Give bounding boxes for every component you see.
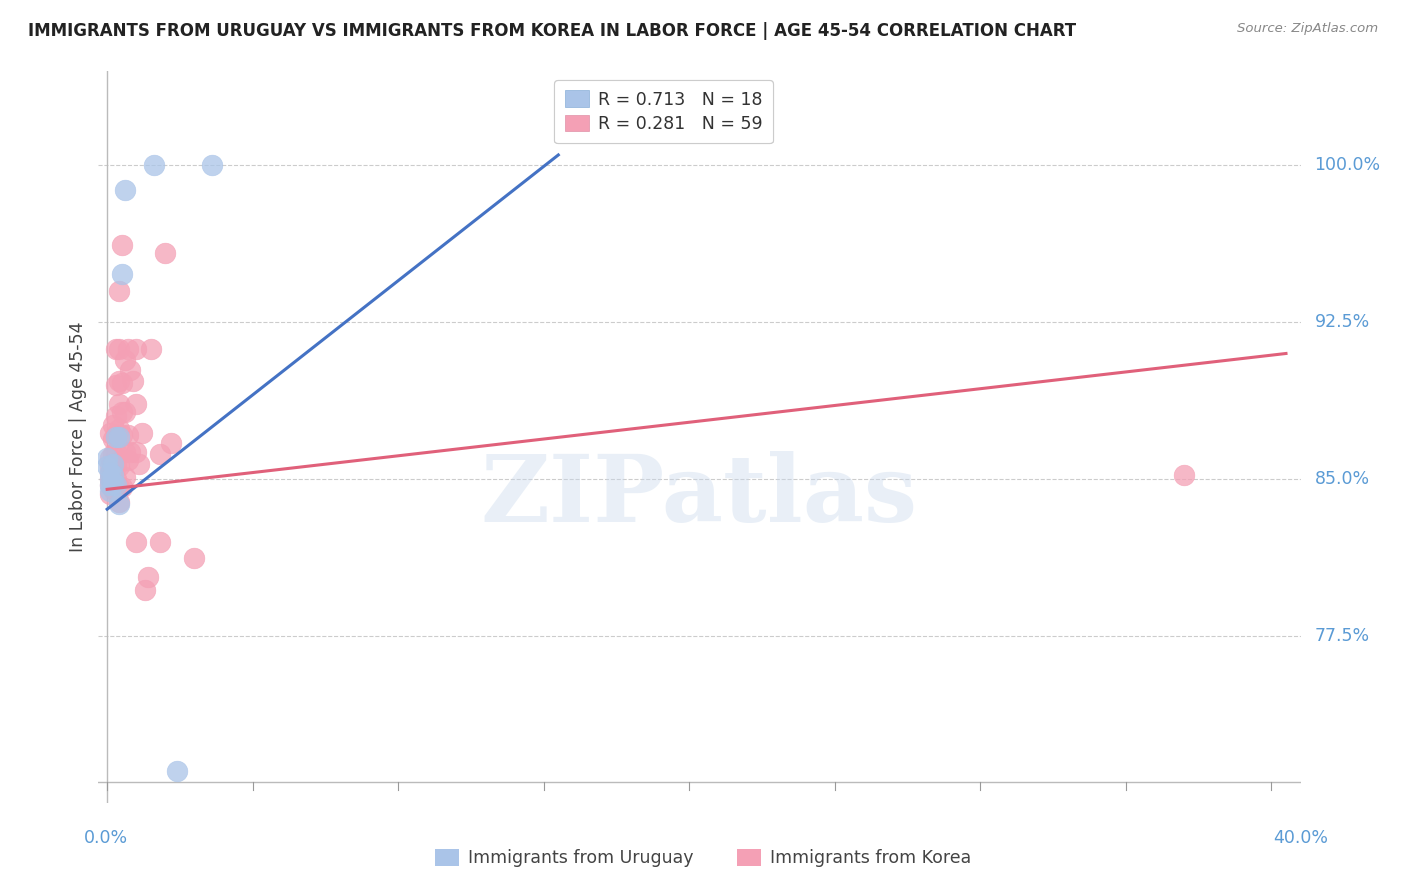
Point: [107, 397, 129, 411]
Point: [1173, 467, 1195, 482]
Point: [148, 534, 170, 549]
Point: [107, 497, 129, 511]
Point: [104, 459, 127, 474]
Point: [98, 484, 121, 499]
Point: [148, 447, 170, 461]
Point: [122, 374, 145, 388]
Point: [125, 397, 148, 411]
Point: [166, 764, 188, 779]
Point: [201, 158, 224, 172]
Point: [104, 444, 127, 458]
Point: [117, 428, 139, 442]
Point: [111, 428, 134, 442]
Point: [125, 343, 148, 357]
Point: [111, 267, 134, 281]
Text: 40.0%: 40.0%: [1272, 829, 1329, 847]
Point: [98, 478, 121, 492]
Point: [107, 422, 129, 436]
Point: [98, 472, 121, 486]
Point: [101, 476, 124, 491]
Point: [101, 417, 124, 432]
Text: 85.0%: 85.0%: [1315, 470, 1369, 488]
Point: [98, 425, 121, 440]
Point: [131, 425, 153, 440]
Text: 92.5%: 92.5%: [1315, 313, 1369, 331]
Point: [98, 478, 121, 492]
Point: [155, 246, 177, 260]
Point: [101, 432, 124, 446]
Point: [128, 457, 150, 471]
Point: [136, 570, 159, 584]
Point: [107, 343, 129, 357]
Point: [107, 495, 129, 509]
Point: [125, 444, 148, 458]
Legend: R = 0.713   N = 18, R = 0.281   N = 59: R = 0.713 N = 18, R = 0.281 N = 59: [554, 80, 773, 144]
Point: [111, 405, 134, 419]
Point: [104, 409, 127, 424]
Point: [120, 363, 142, 377]
Point: [98, 450, 121, 465]
Point: [98, 472, 121, 486]
Point: [104, 472, 127, 486]
Point: [120, 444, 142, 458]
Point: [107, 459, 129, 474]
Point: [114, 470, 136, 484]
Point: [104, 478, 127, 492]
Point: [104, 430, 127, 444]
Point: [104, 428, 127, 442]
Point: [114, 184, 136, 198]
Point: [114, 444, 136, 458]
Point: [107, 430, 129, 444]
Point: [111, 376, 134, 390]
Point: [107, 480, 129, 494]
Text: IMMIGRANTS FROM URUGUAY VS IMMIGRANTS FROM KOREA IN LABOR FORCE | AGE 45-54 CORR: IMMIGRANTS FROM URUGUAY VS IMMIGRANTS FR…: [28, 22, 1076, 40]
Point: [114, 352, 136, 367]
Point: [104, 343, 127, 357]
Point: [117, 453, 139, 467]
Text: ZIPatlas: ZIPatlas: [481, 450, 918, 541]
Point: [104, 377, 127, 392]
Point: [101, 472, 124, 486]
Y-axis label: In Labor Force | Age 45-54: In Labor Force | Age 45-54: [69, 322, 87, 552]
Point: [96, 450, 118, 465]
Point: [134, 582, 156, 597]
Point: [98, 459, 121, 474]
Point: [160, 436, 183, 450]
Point: [114, 405, 136, 419]
Point: [101, 483, 124, 497]
Point: [107, 284, 129, 298]
Point: [117, 343, 139, 357]
Point: [98, 466, 121, 480]
Point: [96, 459, 118, 474]
Point: [142, 158, 165, 172]
Point: [101, 457, 124, 471]
Point: [107, 374, 129, 388]
Point: [125, 534, 148, 549]
Text: 77.5%: 77.5%: [1315, 626, 1369, 645]
Point: [139, 343, 162, 357]
Point: [98, 466, 121, 480]
Text: 100.0%: 100.0%: [1315, 156, 1381, 175]
Text: Source: ZipAtlas.com: Source: ZipAtlas.com: [1237, 22, 1378, 36]
Point: [111, 480, 134, 494]
Legend: Immigrants from Uruguay, Immigrants from Korea: Immigrants from Uruguay, Immigrants from…: [427, 842, 979, 874]
Point: [101, 466, 124, 480]
Point: [101, 457, 124, 471]
Point: [98, 486, 121, 500]
Point: [101, 447, 124, 461]
Point: [101, 467, 124, 482]
Text: 0.0%: 0.0%: [83, 829, 128, 847]
Point: [183, 551, 205, 566]
Point: [111, 237, 134, 252]
